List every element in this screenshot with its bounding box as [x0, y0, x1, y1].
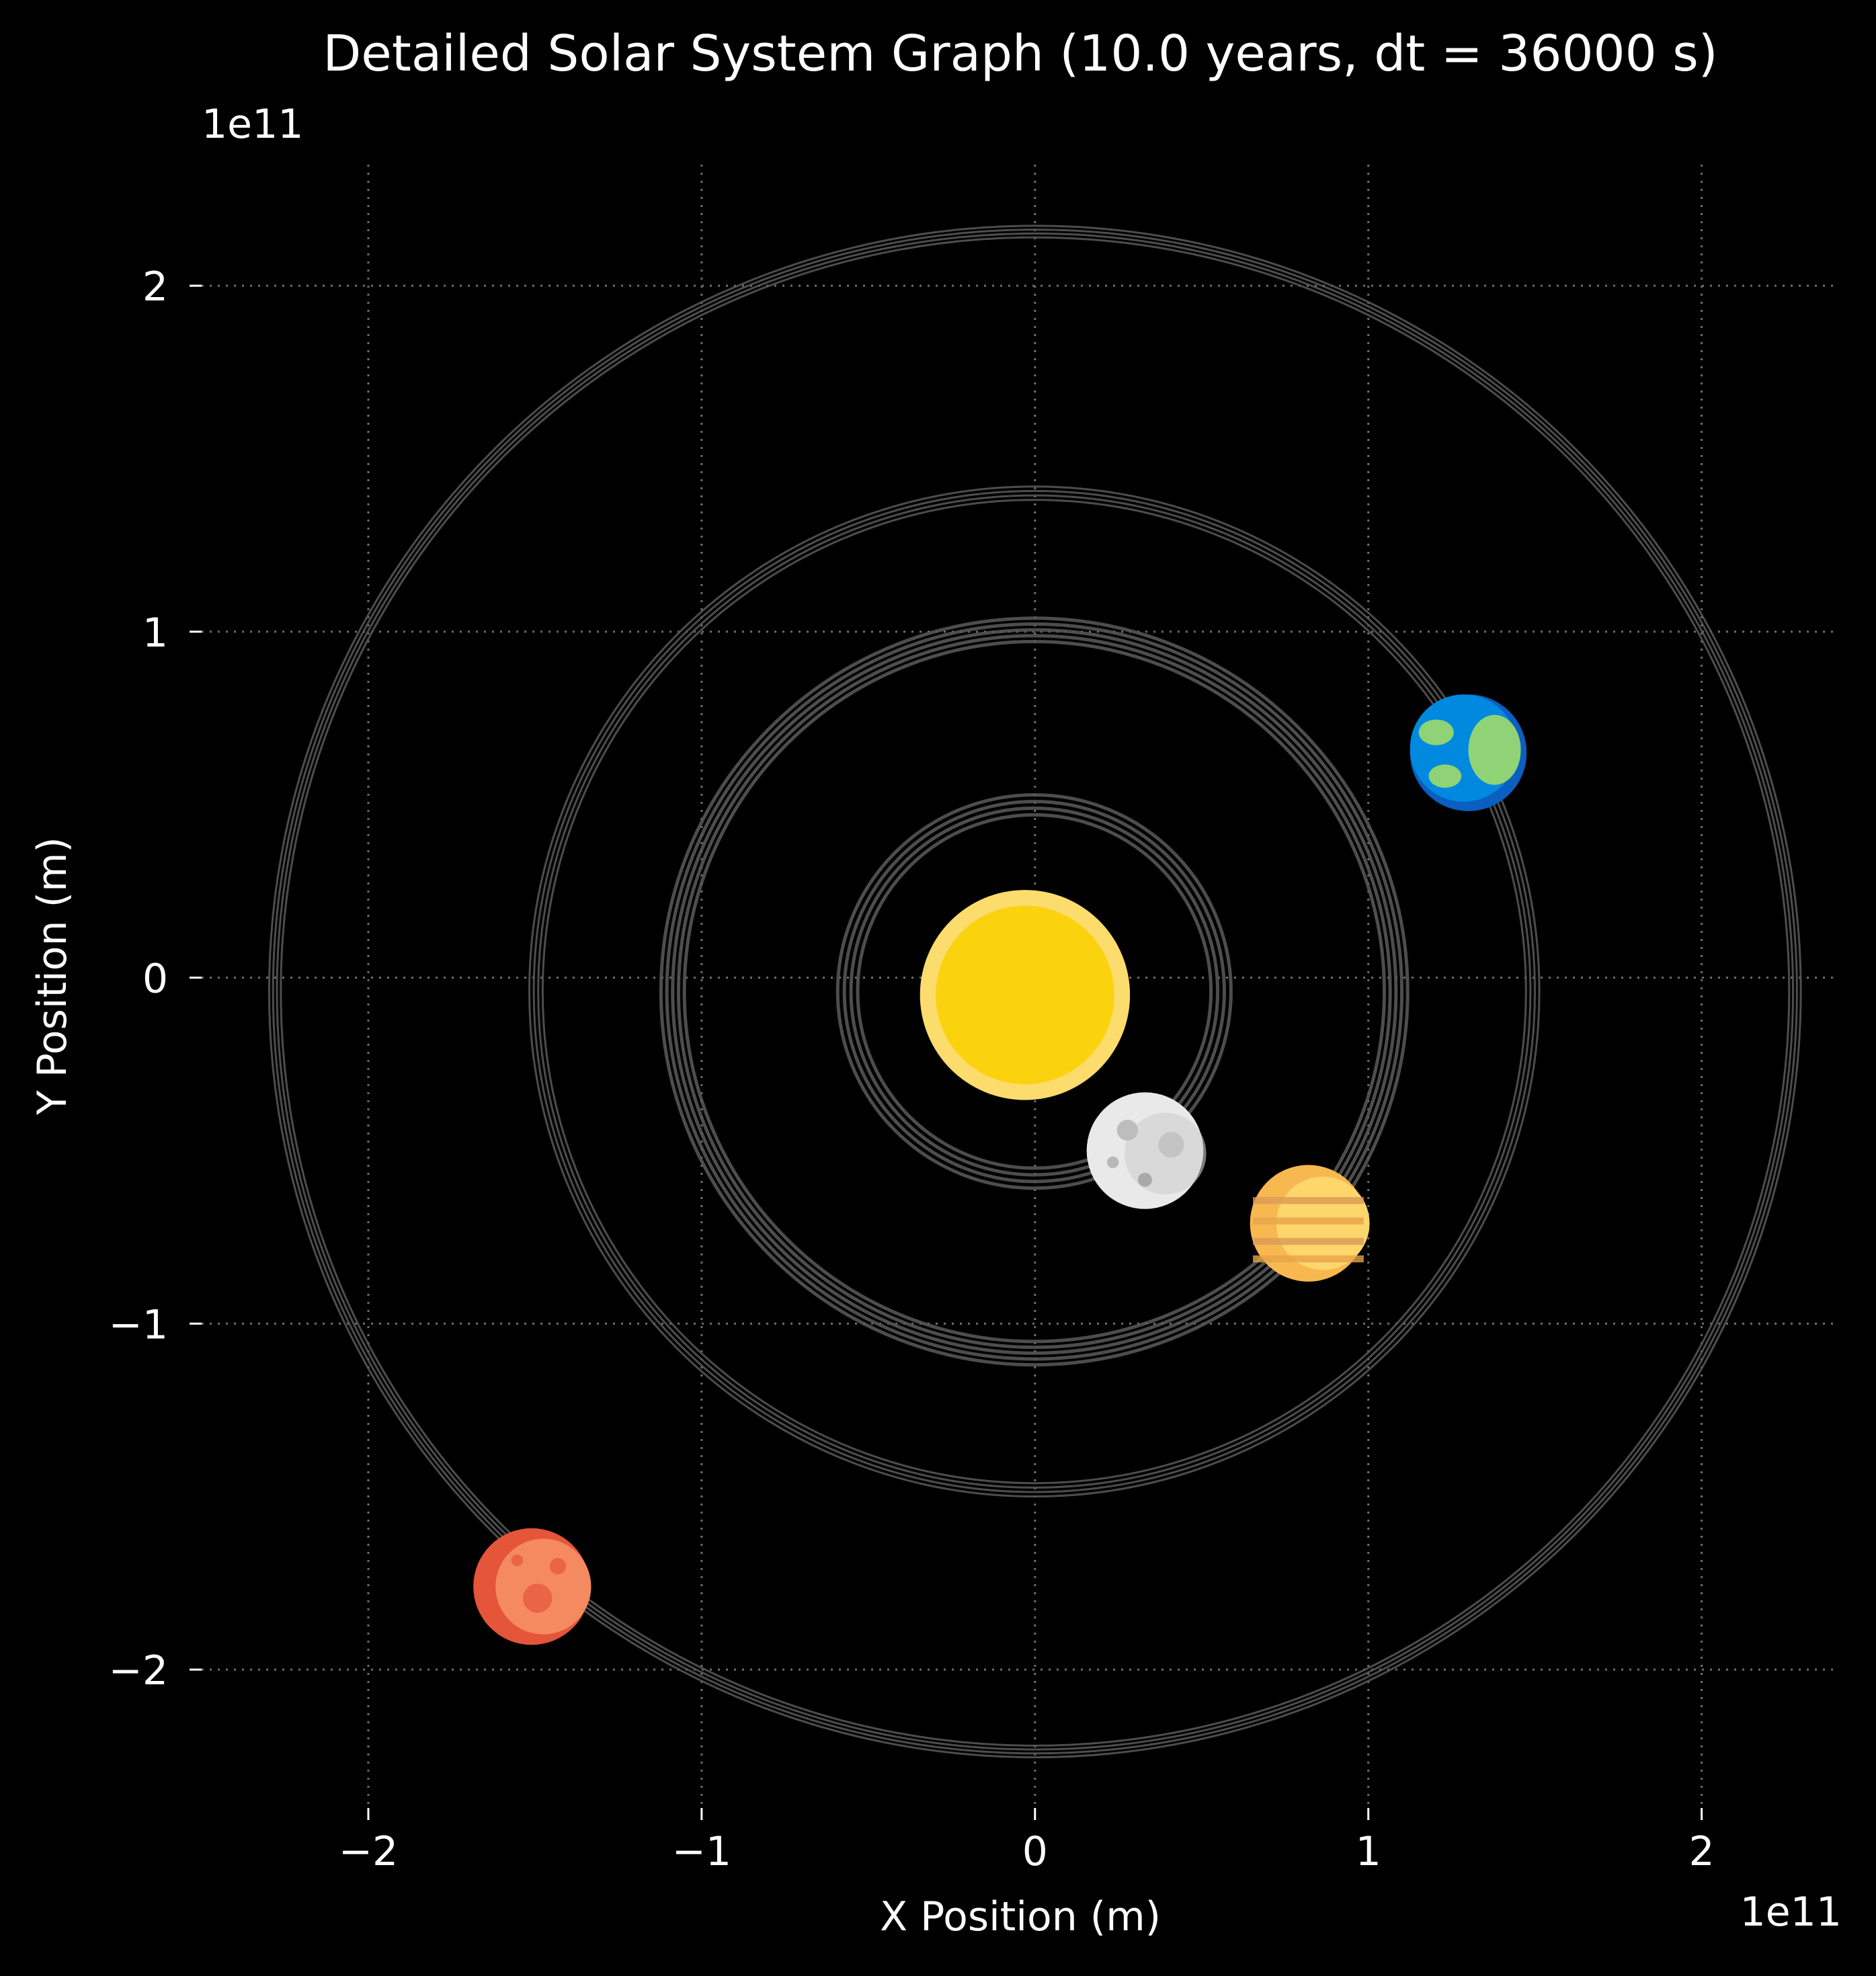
- x-tick-label: 0: [1022, 1828, 1048, 1875]
- venus-band: [1253, 1197, 1364, 1204]
- venus-band: [1253, 1237, 1364, 1245]
- sun-core: [936, 905, 1114, 1085]
- orbit-path: [532, 490, 1537, 1493]
- orbit-path: [682, 640, 1387, 1344]
- mars-crater: [549, 1558, 567, 1575]
- y-tick-label: 0: [142, 956, 168, 1003]
- x-offset-label: 1e11: [1740, 1889, 1842, 1936]
- orbit-path: [276, 232, 1795, 1751]
- orbit-path: [835, 793, 1233, 1190]
- sun-icon: [920, 890, 1131, 1100]
- moon-crater: [1107, 1156, 1119, 1169]
- y-tick-label: 1: [142, 610, 168, 657]
- orbit-path: [676, 634, 1392, 1350]
- orbit-path: [849, 806, 1220, 1177]
- orbit-path: [268, 224, 1802, 1759]
- x-tick-label: −1: [672, 1828, 731, 1875]
- orbit-path: [671, 628, 1398, 1355]
- y-tick-label: 2: [142, 263, 168, 311]
- moon-icon: [1086, 1092, 1207, 1209]
- x-tick-label: 2: [1689, 1828, 1715, 1875]
- axes: −2 −1 0 1 2 −2 −1 0 1 2: [109, 263, 1715, 1875]
- chart-title: Detailed Solar System Graph (10.0 years,…: [323, 25, 1717, 83]
- orbit-path: [665, 622, 1404, 1361]
- venus-icon: [1250, 1165, 1370, 1282]
- x-tick-label: −2: [339, 1828, 398, 1875]
- orbit-path: [659, 616, 1410, 1367]
- orbit-path: [856, 813, 1213, 1170]
- earth-continent: [1468, 714, 1521, 785]
- orbit-path: [541, 499, 1527, 1485]
- mars-crater: [522, 1583, 553, 1613]
- orbit-path: [272, 229, 1798, 1755]
- moon-crater: [1138, 1172, 1152, 1187]
- x-tick-label: 1: [1356, 1828, 1381, 1875]
- orbit-path: [537, 494, 1532, 1489]
- venus-band: [1253, 1217, 1364, 1225]
- y-tick-label: −2: [109, 1647, 168, 1694]
- moon-crater: [1158, 1132, 1184, 1158]
- x-axis-label: X Position (m): [880, 1893, 1161, 1940]
- y-offset-label: 1e11: [202, 101, 303, 148]
- bodies: [473, 694, 1527, 1645]
- orbit-path: [528, 485, 1541, 1498]
- venus-band: [1253, 1255, 1364, 1263]
- mars-crater: [511, 1554, 523, 1567]
- orbits: [268, 224, 1802, 1759]
- earth-continent: [1418, 719, 1454, 745]
- moon-crater: [1116, 1120, 1139, 1141]
- mars-icon: [473, 1528, 592, 1645]
- earth-continent: [1428, 764, 1462, 788]
- orbit-path: [280, 236, 1791, 1747]
- y-tick-label: −1: [109, 1301, 168, 1348]
- earth-icon: [1410, 694, 1527, 811]
- y-axis-label: Y Position (m): [29, 837, 76, 1116]
- orbit-path: [842, 800, 1226, 1184]
